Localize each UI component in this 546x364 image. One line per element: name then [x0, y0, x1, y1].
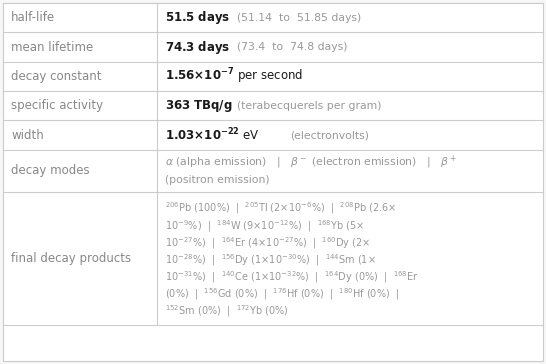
- Text: $10^{-31}$%)  |  $^{140}$Ce ($1{\times}10^{-32}$%)  |  $^{164}$Dy (0%)  |  $^{16: $10^{-31}$%) | $^{140}$Ce ($1{\times}10^…: [165, 269, 419, 285]
- Text: $\mathbf{51.5\ days}$: $\mathbf{51.5\ days}$: [165, 9, 230, 26]
- Text: $\mathbf{363\ TBq/g}$: $\mathbf{363\ TBq/g}$: [165, 98, 232, 114]
- Text: $^{206}$Pb (100%)  |  $^{205}$Tl ($2{\times}10^{-6}$%)  |  $^{208}$Pb ($2.6{\tim: $^{206}$Pb (100%) | $^{205}$Tl ($2{\time…: [165, 201, 396, 217]
- Text: $^{152}$Sm (0%)  |  $^{172}$Yb (0%): $^{152}$Sm (0%) | $^{172}$Yb (0%): [165, 304, 289, 319]
- Text: final decay products: final decay products: [11, 252, 131, 265]
- Text: (terabecquerels per gram): (terabecquerels per gram): [237, 101, 382, 111]
- Text: width: width: [11, 128, 44, 142]
- Text: $10^{-27}$%)  |  $^{164}$Er ($4{\times}10^{-27}$%)  |  $^{160}$Dy ($2{\times}$: $10^{-27}$%) | $^{164}$Er ($4{\times}10^…: [165, 235, 370, 251]
- Text: half-life: half-life: [11, 11, 55, 24]
- Text: specific activity: specific activity: [11, 99, 103, 112]
- Text: (73.4  to  74.8 days): (73.4 to 74.8 days): [237, 42, 347, 52]
- Text: (electronvolts): (electronvolts): [290, 130, 369, 140]
- Text: decay modes: decay modes: [11, 165, 90, 177]
- Text: (positron emission): (positron emission): [165, 175, 270, 185]
- Text: (51.14  to  51.85 days): (51.14 to 51.85 days): [237, 13, 361, 23]
- Text: $\mathbf{1.56{\times}10^{-7}}$ per second: $\mathbf{1.56{\times}10^{-7}}$ per secon…: [165, 67, 303, 86]
- Text: $10^{-28}$%)  |  $^{156}$Dy ($1{\times}10^{-30}$%)  |  $^{144}$Sm ($1{\times}$: $10^{-28}$%) | $^{156}$Dy ($1{\times}10^…: [165, 252, 376, 268]
- Text: decay constant: decay constant: [11, 70, 102, 83]
- Text: $10^{-9}$%)  |  $^{184}$W ($9{\times}10^{-12}$%)  |  $^{168}$Yb ($5{\times}$: $10^{-9}$%) | $^{184}$W ($9{\times}10^{-…: [165, 218, 364, 234]
- Text: $\mathbf{1.03{\times}10^{-22}}$ eV: $\mathbf{1.03{\times}10^{-22}}$ eV: [165, 127, 260, 143]
- Text: $\mathbf{74.3\ days}$: $\mathbf{74.3\ days}$: [165, 39, 230, 56]
- Text: (0%)  |  $^{156}$Gd (0%)  |  $^{176}$Hf (0%)  |  $^{180}$Hf (0%)  |: (0%) | $^{156}$Gd (0%) | $^{176}$Hf (0%)…: [165, 286, 399, 302]
- Text: mean lifetime: mean lifetime: [11, 40, 93, 54]
- Text: $\mathit{\alpha}$ (alpha emission)   |   $\mathit{\beta}^-$ (electron emission) : $\mathit{\alpha}$ (alpha emission) | $\m…: [165, 154, 457, 171]
